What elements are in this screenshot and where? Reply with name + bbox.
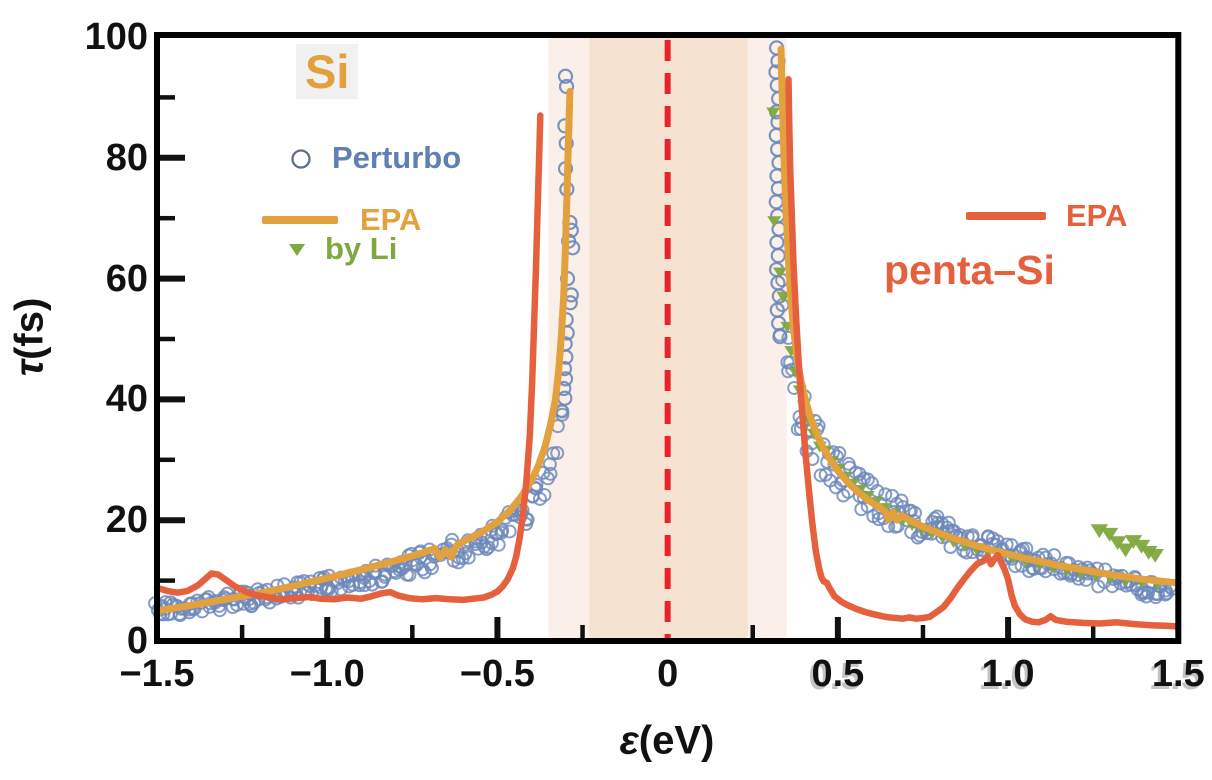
legend-item-label: by Li [325, 231, 398, 266]
x-tick-label: −1.5 [119, 653, 195, 695]
open-circle-icon [291, 148, 311, 169]
triangle-down-icon [289, 243, 305, 256]
legend-item-epa-penta: EPA [966, 200, 1127, 231]
legend-item-epa-si: EPA [262, 204, 421, 235]
epa-si-line-right [777, 45, 1182, 587]
y-tick-label: 100 [84, 16, 148, 58]
legend-si-title: Si [296, 44, 359, 100]
x-tick-label: 0.5 [811, 653, 865, 695]
line-icon [966, 211, 1046, 220]
legend-item-label: Perturbo [332, 140, 462, 175]
legend-item-label: EPA [360, 202, 422, 237]
epa-penta-line-right [785, 76, 1182, 630]
y-tick-label: 40 [105, 378, 148, 421]
legend-penta-title: penta–Si [884, 247, 1055, 293]
x-tick-label: 0 [657, 653, 679, 695]
y-tick-label: 60 [105, 257, 148, 300]
line-icon [262, 215, 338, 224]
legend-item-by-li: by Li [285, 233, 397, 264]
plot-frame [154, 32, 1182, 644]
y-tick-label: 0 [126, 620, 148, 662]
x-axis-symbol: ε [619, 718, 639, 763]
legend-item-perturbo: Perturbo [287, 142, 461, 173]
legend-item-label: EPA [1066, 198, 1128, 233]
x-axis-unit: (eV) [638, 718, 715, 763]
y-axis-symbol: τ [7, 359, 52, 377]
x-tick-label: 1.5 [1151, 653, 1205, 695]
y-tick-label: 80 [105, 136, 148, 179]
epa-penta-line-left [153, 112, 544, 604]
x-axis-title: ε(eV) [620, 719, 715, 764]
x-tick-label: −1.0 [289, 653, 365, 695]
y-axis-title: τ(fs) [8, 298, 53, 377]
y-axis-unit: (fs) [7, 297, 52, 360]
tick-marks [159, 95, 1096, 639]
x-tick-label: −0.5 [459, 653, 535, 695]
y-tick-label: 20 [105, 499, 148, 542]
series-by-li-triangles [766, 107, 1165, 591]
epa-si-line-left [153, 87, 574, 615]
x-tick-label: 1.0 [981, 653, 1035, 695]
